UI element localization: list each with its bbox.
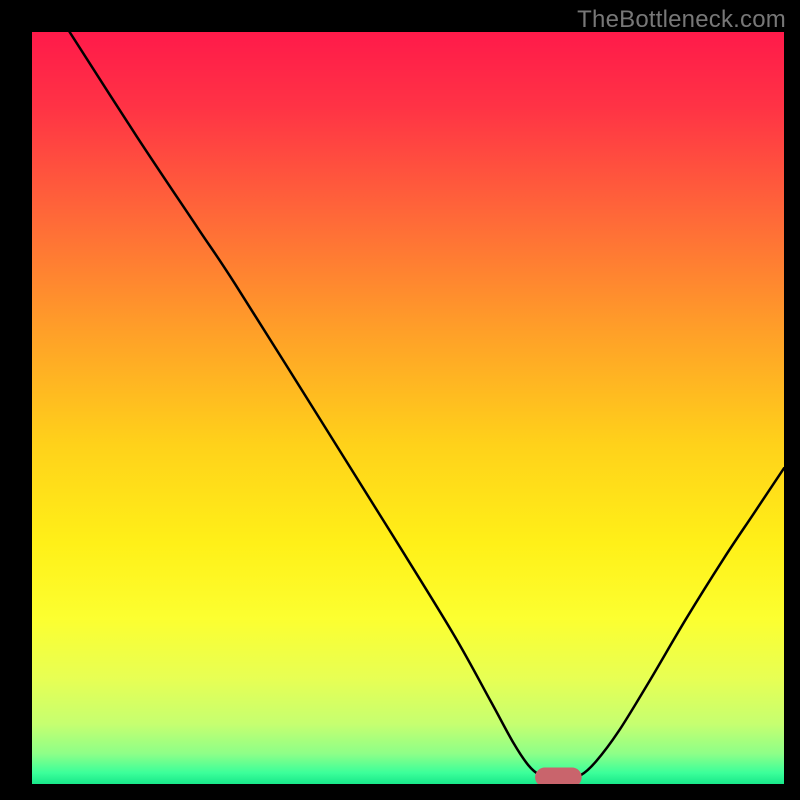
watermark-text: TheBottleneck.com [577, 6, 786, 34]
gradient-background [32, 32, 784, 784]
optimal-point-marker [535, 767, 582, 784]
chart-plot-area [32, 32, 784, 784]
bottleneck-curve-chart [32, 32, 784, 784]
